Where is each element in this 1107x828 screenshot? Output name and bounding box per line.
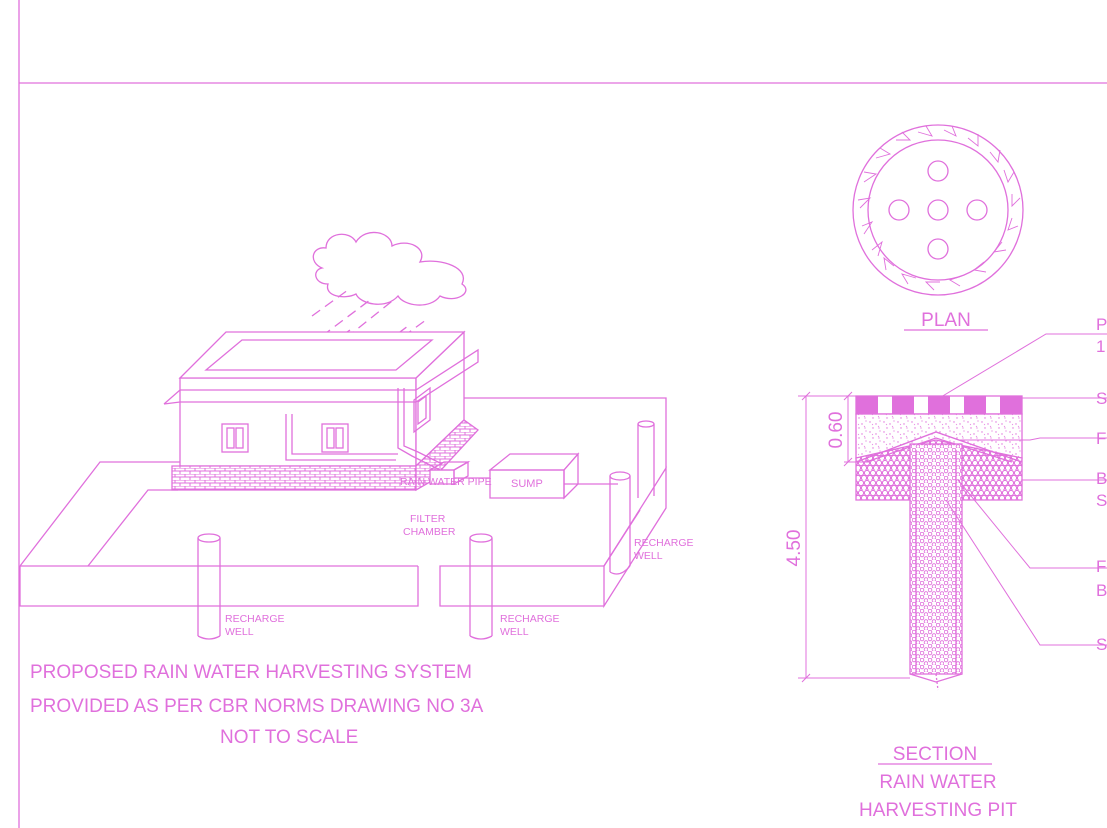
building [163, 330, 479, 492]
recharge-well-left-label-line2: WELL [225, 626, 254, 638]
callout-1-line1: P [1096, 315, 1107, 334]
dimension-lines [798, 391, 910, 683]
callout-5-line1: F [1096, 557, 1106, 576]
cloud-icon [312, 231, 467, 306]
sump [488, 452, 618, 500]
plan-hatch [857, 125, 1021, 291]
drawing-title-line3: NOT TO SCALE [220, 727, 358, 748]
isometric-site-view [19, 231, 667, 640]
section-caption-line1: RAIN WATER [879, 772, 996, 793]
callout-1-line2: 1 [1096, 337, 1105, 356]
rain-water-pipe-label: RAIN WATER PIPE [400, 476, 492, 488]
callout-6-line1: S [1096, 635, 1107, 654]
section-caption-line2: HARVESTING PIT [859, 800, 1017, 821]
callout-4-line1: B [1096, 469, 1107, 488]
drawing-title-line1: PROPOSED RAIN WATER HARVESTING SYSTEM [30, 662, 472, 683]
dimension-top-label: 0.60 [826, 412, 847, 449]
recharge-well-middle-label-line2: WELL [500, 626, 529, 638]
section-title: SECTION [893, 744, 977, 765]
plan-view [852, 124, 1024, 296]
callout-leaders [935, 333, 1107, 646]
sump-label: SUMP [511, 478, 543, 490]
drawing-title-line2: PROVIDED AS PER CBR NORMS DRAWING NO 3A [30, 696, 484, 717]
callout-5-line2: B [1096, 581, 1107, 600]
slab-blocks [856, 396, 1022, 414]
filter-chamber-label-line1: FILTER [410, 513, 446, 525]
callout-3-line1: F [1096, 429, 1106, 448]
filter-chamber-label-line2: CHAMBER [403, 526, 456, 538]
recharge-well-far [637, 420, 655, 498]
callout-4-line2: S [1096, 491, 1107, 510]
sheet-border [18, 0, 1107, 828]
section-view [798, 333, 1107, 691]
recharge-well-middle-label-line1: RECHARGE [500, 613, 560, 625]
filter-chamber [427, 460, 492, 486]
recharge-well-right [609, 471, 631, 575]
recharge-well-right-label-line2: WELL [634, 550, 663, 562]
recharge-well-right-label-line1: RECHARGE [634, 537, 694, 549]
dimension-total-label: 4.50 [784, 530, 805, 567]
recharge-well-middle [469, 533, 493, 640]
plan-title: PLAN [921, 310, 971, 331]
recharge-well-left [197, 533, 221, 640]
title-underlines [878, 329, 992, 765]
callout-2-line1: S [1096, 389, 1107, 408]
recharge-well-left-label-line1: RECHARGE [225, 613, 285, 625]
